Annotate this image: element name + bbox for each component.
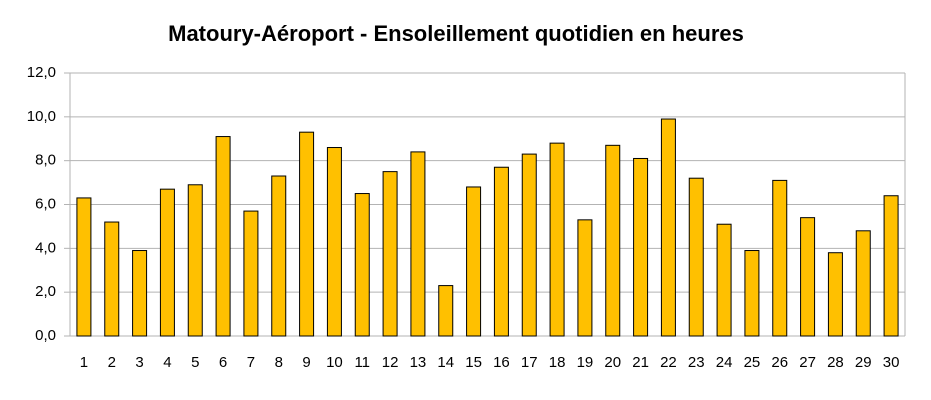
x-tick-label: 9 bbox=[302, 354, 310, 371]
bar bbox=[410, 151, 426, 337]
bar bbox=[772, 179, 788, 337]
bar bbox=[855, 230, 871, 337]
bar bbox=[466, 186, 482, 337]
y-tick-label: 4,0 bbox=[35, 239, 56, 256]
bar bbox=[326, 147, 342, 337]
bar bbox=[159, 188, 175, 337]
x-tick-label: 29 bbox=[855, 354, 872, 371]
bar bbox=[271, 175, 287, 337]
bar bbox=[104, 221, 120, 337]
x-tick-label: 17 bbox=[521, 354, 538, 371]
x-tick-label: 20 bbox=[604, 354, 621, 371]
x-tick-label: 19 bbox=[577, 354, 594, 371]
x-tick-label: 4 bbox=[163, 354, 171, 371]
chart-title: Matoury-Aéroport - Ensoleillement quotid… bbox=[168, 21, 744, 46]
bar bbox=[438, 285, 454, 337]
x-tick-label: 23 bbox=[688, 354, 705, 371]
x-tick-label: 28 bbox=[827, 354, 844, 371]
x-tick-label: 18 bbox=[549, 354, 566, 371]
x-tick-label: 11 bbox=[354, 354, 370, 371]
x-tick-label: 3 bbox=[135, 354, 143, 371]
x-tick-label: 8 bbox=[275, 354, 283, 371]
x-tick-label: 2 bbox=[108, 354, 116, 371]
bar bbox=[688, 177, 704, 337]
bar bbox=[187, 184, 203, 337]
y-tick-label: 2,0 bbox=[35, 283, 56, 300]
bar bbox=[76, 197, 92, 337]
x-tick-label: 6 bbox=[219, 354, 227, 371]
bar bbox=[521, 153, 537, 337]
bar bbox=[215, 136, 231, 337]
x-tick-label: 10 bbox=[326, 354, 343, 371]
bar bbox=[883, 195, 899, 337]
x-tick-label: 24 bbox=[716, 354, 733, 371]
y-tick-label: 8,0 bbox=[35, 152, 56, 169]
bar bbox=[660, 118, 676, 337]
x-tick-label: 7 bbox=[247, 354, 255, 371]
bar bbox=[549, 142, 565, 337]
bar bbox=[132, 250, 148, 337]
bar bbox=[716, 223, 732, 337]
bar bbox=[800, 217, 816, 337]
y-tick-label: 10,0 bbox=[27, 108, 56, 125]
bar bbox=[493, 166, 509, 337]
bar bbox=[243, 210, 259, 337]
bar bbox=[744, 250, 760, 337]
x-tick-label: 30 bbox=[883, 354, 900, 371]
x-tick-label: 21 bbox=[632, 354, 649, 371]
bar bbox=[633, 157, 649, 337]
x-tick-label: 22 bbox=[660, 354, 677, 371]
x-tick-label: 14 bbox=[437, 354, 454, 371]
bar bbox=[605, 144, 621, 337]
x-tick-label: 13 bbox=[410, 354, 427, 371]
x-tick-label: 16 bbox=[493, 354, 510, 371]
x-tick-label: 26 bbox=[771, 354, 788, 371]
x-tick-label: 15 bbox=[465, 354, 482, 371]
bar bbox=[827, 252, 843, 337]
y-tick-label: 0,0 bbox=[35, 327, 56, 344]
bar bbox=[382, 171, 398, 337]
x-tick-label: 27 bbox=[799, 354, 816, 371]
bar bbox=[577, 219, 593, 337]
x-tick-label: 12 bbox=[382, 354, 399, 371]
bar bbox=[299, 131, 315, 337]
y-tick-label: 6,0 bbox=[35, 195, 56, 212]
y-tick-label: 12,0 bbox=[27, 64, 56, 81]
bar bbox=[354, 193, 370, 337]
x-tick-label: 25 bbox=[744, 354, 761, 371]
x-tick-label: 1 bbox=[80, 354, 88, 371]
x-tick-label: 5 bbox=[191, 354, 199, 371]
